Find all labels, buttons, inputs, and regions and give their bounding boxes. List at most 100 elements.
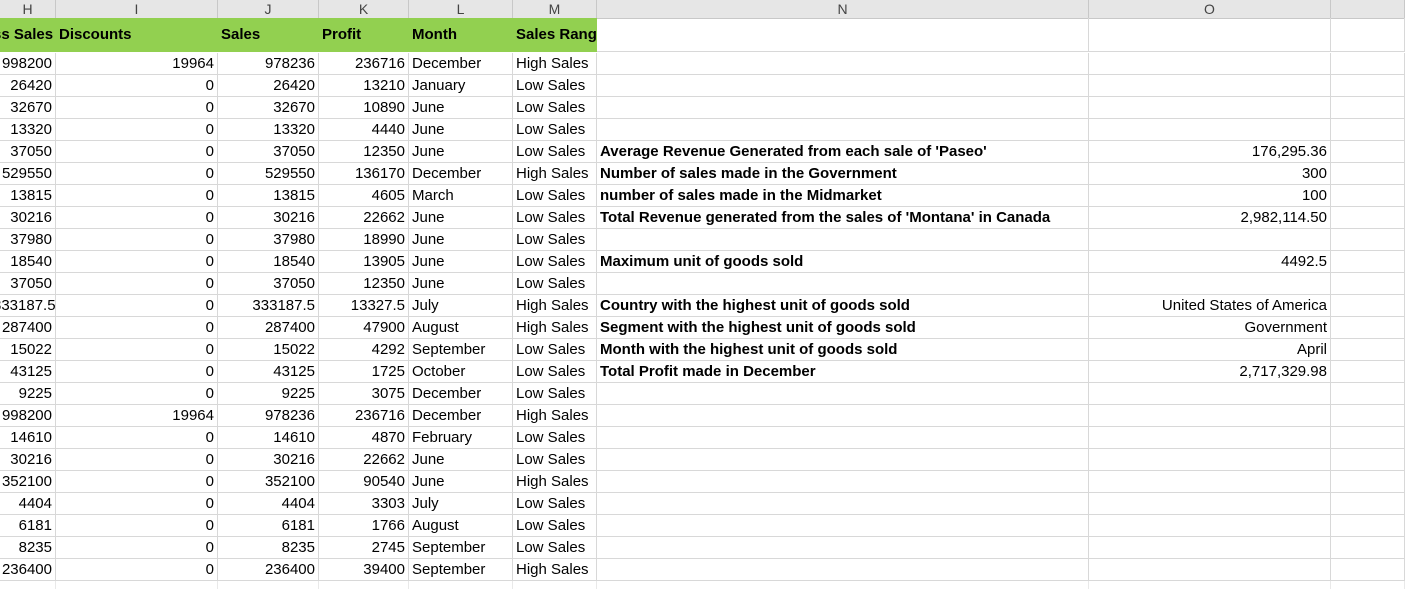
cell[interactable] bbox=[1331, 207, 1405, 229]
cell[interactable]: High Sales bbox=[513, 53, 597, 75]
cell[interactable]: March bbox=[409, 185, 513, 207]
summary-value[interactable]: 176,295.36 bbox=[1089, 141, 1331, 163]
cell[interactable]: September bbox=[409, 339, 513, 361]
summary-label[interactable]: Maximum unit of goods sold bbox=[597, 251, 1089, 273]
cell[interactable] bbox=[597, 581, 1089, 589]
cell[interactable]: 37050 bbox=[218, 141, 319, 163]
header-cell[interactable]: Month bbox=[409, 18, 513, 52]
cell[interactable]: 4404 bbox=[0, 493, 56, 515]
cell[interactable] bbox=[597, 493, 1089, 515]
cell[interactable]: 0 bbox=[56, 317, 218, 339]
cell[interactable]: 13320 bbox=[0, 119, 56, 141]
cell[interactable] bbox=[1089, 427, 1331, 449]
cell[interactable]: February bbox=[409, 427, 513, 449]
cell[interactable]: Low Sales bbox=[513, 339, 597, 361]
cell[interactable]: 0 bbox=[56, 97, 218, 119]
cell[interactable]: 30216 bbox=[218, 449, 319, 471]
cell[interactable]: 13815 bbox=[218, 185, 319, 207]
cell[interactable]: 0 bbox=[56, 427, 218, 449]
summary-label[interactable]: Number of sales made in the Government bbox=[597, 163, 1089, 185]
column-header[interactable] bbox=[1331, 0, 1405, 18]
cell[interactable]: 39400 bbox=[319, 559, 409, 581]
cell[interactable]: 352100 bbox=[218, 471, 319, 493]
cell[interactable]: High Sales bbox=[513, 163, 597, 185]
summary-label[interactable]: Segment with the highest unit of goods s… bbox=[597, 317, 1089, 339]
cell[interactable] bbox=[0, 581, 56, 589]
header-cell[interactable]: Discounts bbox=[56, 18, 218, 52]
cell[interactable] bbox=[1089, 53, 1331, 75]
cell[interactable] bbox=[597, 97, 1089, 119]
cell[interactable] bbox=[1089, 18, 1331, 52]
cell[interactable]: 236716 bbox=[319, 53, 409, 75]
cell[interactable]: 26420 bbox=[0, 75, 56, 97]
cell[interactable]: 18540 bbox=[0, 251, 56, 273]
cell[interactable]: 998200 bbox=[0, 53, 56, 75]
cell[interactable] bbox=[1331, 185, 1405, 207]
cell[interactable]: High Sales bbox=[513, 295, 597, 317]
summary-label[interactable]: Average Revenue Generated from each sale… bbox=[597, 141, 1089, 163]
cell[interactable]: 13327.5 bbox=[319, 295, 409, 317]
cell[interactable] bbox=[1089, 383, 1331, 405]
cell[interactable]: 6181 bbox=[218, 515, 319, 537]
cell[interactable]: 2745 bbox=[319, 537, 409, 559]
cell[interactable]: 136170 bbox=[319, 163, 409, 185]
summary-value[interactable]: 4492.5 bbox=[1089, 251, 1331, 273]
cell[interactable] bbox=[1331, 471, 1405, 493]
cell[interactable] bbox=[513, 581, 597, 589]
cell[interactable]: June bbox=[409, 229, 513, 251]
cell[interactable]: 0 bbox=[56, 449, 218, 471]
cell[interactable] bbox=[1331, 53, 1405, 75]
cell[interactable]: 18540 bbox=[218, 251, 319, 273]
cell[interactable] bbox=[1331, 317, 1405, 339]
header-cell[interactable]: Sales bbox=[218, 18, 319, 52]
cell[interactable]: 37050 bbox=[0, 141, 56, 163]
summary-value[interactable]: 300 bbox=[1089, 163, 1331, 185]
cell[interactable]: December bbox=[409, 383, 513, 405]
cell[interactable]: 236400 bbox=[218, 559, 319, 581]
cell[interactable]: Low Sales bbox=[513, 141, 597, 163]
column-header[interactable]: I bbox=[56, 0, 218, 18]
cell[interactable] bbox=[1331, 119, 1405, 141]
cell[interactable]: 15022 bbox=[218, 339, 319, 361]
cell[interactable]: 0 bbox=[56, 75, 218, 97]
summary-value[interactable]: 100 bbox=[1089, 185, 1331, 207]
cell[interactable] bbox=[597, 119, 1089, 141]
cell[interactable]: 0 bbox=[56, 559, 218, 581]
cell[interactable]: Low Sales bbox=[513, 493, 597, 515]
cell[interactable]: 0 bbox=[56, 339, 218, 361]
cell[interactable]: 0 bbox=[56, 537, 218, 559]
cell[interactable]: 287400 bbox=[0, 317, 56, 339]
cell[interactable] bbox=[597, 75, 1089, 97]
cell[interactable]: High Sales bbox=[513, 405, 597, 427]
cell[interactable]: 43125 bbox=[218, 361, 319, 383]
cell[interactable]: December bbox=[409, 163, 513, 185]
cell[interactable]: June bbox=[409, 119, 513, 141]
cell[interactable]: 333187.5 bbox=[0, 295, 56, 317]
cell[interactable]: December bbox=[409, 405, 513, 427]
cell[interactable]: June bbox=[409, 471, 513, 493]
cell[interactable] bbox=[1331, 383, 1405, 405]
cell[interactable]: High Sales bbox=[513, 559, 597, 581]
cell[interactable] bbox=[1331, 405, 1405, 427]
cell[interactable]: 352100 bbox=[0, 471, 56, 493]
cell[interactable]: Low Sales bbox=[513, 361, 597, 383]
cell[interactable]: 18990 bbox=[319, 229, 409, 251]
column-header[interactable]: L bbox=[409, 0, 513, 18]
cell[interactable]: 37980 bbox=[0, 229, 56, 251]
cell[interactable]: 4440 bbox=[319, 119, 409, 141]
cell[interactable] bbox=[1089, 273, 1331, 295]
cell[interactable]: Low Sales bbox=[513, 383, 597, 405]
cell[interactable]: 8235 bbox=[218, 537, 319, 559]
header-cell[interactable]: Sales Range bbox=[513, 18, 597, 52]
cell[interactable] bbox=[218, 581, 319, 589]
cell[interactable]: June bbox=[409, 449, 513, 471]
cell[interactable]: Low Sales bbox=[513, 273, 597, 295]
cell[interactable]: 4870 bbox=[319, 427, 409, 449]
cell[interactable]: Low Sales bbox=[513, 185, 597, 207]
cell[interactable]: 236400 bbox=[0, 559, 56, 581]
cell[interactable]: 333187.5 bbox=[218, 295, 319, 317]
cell[interactable] bbox=[1089, 119, 1331, 141]
cell[interactable]: 0 bbox=[56, 273, 218, 295]
cell[interactable]: Low Sales bbox=[513, 251, 597, 273]
cell[interactable]: January bbox=[409, 75, 513, 97]
